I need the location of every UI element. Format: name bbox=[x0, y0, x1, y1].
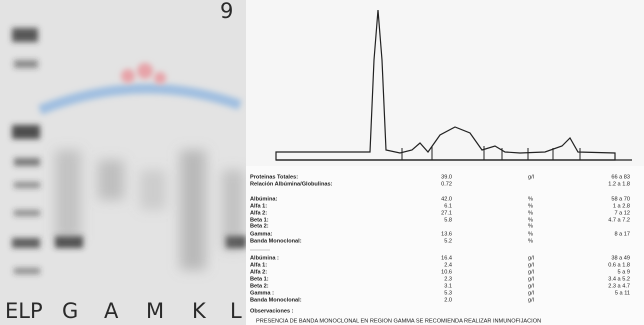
report-cell: 42.0 bbox=[441, 196, 452, 202]
report-label: Albúmina: bbox=[250, 196, 277, 202]
report-label: Beta 2: bbox=[250, 283, 269, 289]
report-cell: % bbox=[528, 238, 533, 244]
lane-label: ELP bbox=[5, 299, 43, 323]
report-cell: g/l bbox=[528, 290, 534, 296]
report-cell: 8 a 17 bbox=[614, 231, 630, 237]
report-label: Alfa 1: bbox=[250, 203, 267, 209]
report-cell: g/l bbox=[528, 255, 534, 261]
report-cell: 6.1 bbox=[444, 203, 452, 209]
report-cell: 27.1 bbox=[441, 210, 452, 216]
report-label: Gamma : bbox=[250, 290, 274, 296]
report-cell: g/l bbox=[528, 276, 534, 282]
report-cell: % bbox=[528, 231, 533, 237]
report-label: Proteinas Totales: bbox=[250, 174, 298, 180]
report-label: Beta 1: bbox=[250, 276, 269, 282]
report-cell: 38 a 49 bbox=[611, 255, 630, 261]
report-cell: 66 a 83 bbox=[611, 174, 630, 180]
densitometry bbox=[246, 0, 644, 166]
report-cell: g/l bbox=[528, 262, 534, 268]
lane-label: A bbox=[104, 299, 119, 323]
report-cell: 39.0 bbox=[441, 174, 452, 180]
lane-label: K bbox=[192, 299, 207, 323]
report-label: Albúmina : bbox=[250, 255, 279, 261]
report-cell: 2.3 bbox=[444, 276, 452, 282]
report-cell: % bbox=[528, 196, 533, 202]
report-cell: 13.6 bbox=[441, 231, 452, 237]
report-cell: g/l bbox=[528, 283, 534, 289]
report-cell: 5.3 bbox=[444, 290, 452, 296]
report-cell: 0.72 bbox=[441, 181, 452, 187]
report-label: Beta 2: bbox=[250, 223, 269, 229]
report-cell: 3.4 a 5.2 bbox=[608, 276, 630, 282]
report-cell: 1 a 2.8 bbox=[613, 203, 630, 209]
report-cell: 2.3 a 4.7 bbox=[608, 283, 630, 289]
report-cell: 58 a 70 bbox=[611, 196, 630, 202]
report-label: Relación Albúmina/Globulinas: bbox=[250, 181, 333, 187]
report-cell: 0.6 a 1.8 bbox=[608, 262, 630, 268]
report-cell: g/l bbox=[528, 269, 534, 275]
report-cell: 5.8 bbox=[444, 217, 452, 223]
report-label: Alfa 1: bbox=[250, 262, 267, 268]
observations-label: Observaciones : bbox=[250, 308, 294, 314]
report-cell: 3.1 bbox=[444, 283, 452, 289]
lane-label: G bbox=[62, 299, 78, 323]
lane-label: M bbox=[146, 299, 164, 323]
report-cell: 5.2 bbox=[444, 238, 452, 244]
report-cell: 5 a 11 bbox=[615, 290, 630, 296]
report-cell: % bbox=[528, 210, 533, 216]
report-cell: 7 a 12 bbox=[614, 210, 630, 216]
observations: PRESENCIA DE BANDA MONOCLONAL EN REGION … bbox=[256, 318, 541, 324]
lane-label: L bbox=[230, 299, 242, 323]
report-label: Alfa 2: bbox=[250, 269, 267, 275]
gel-number: 9 bbox=[220, 0, 233, 23]
report-cell: g/l bbox=[528, 297, 534, 303]
report-cell: 1.2 a 1.8 bbox=[608, 181, 630, 187]
report-cell: % bbox=[528, 223, 533, 229]
report-label: Banda Monoclonal: bbox=[250, 238, 302, 244]
report-cell: 2.0 bbox=[444, 297, 452, 303]
report-cell: 4.7 a 7.2 bbox=[608, 217, 630, 223]
report-cell: 5 a 9 bbox=[618, 269, 630, 275]
report: Proteinas Totales: 39.0 g/l 66 a 83 Relación… bbox=[246, 166, 644, 325]
report-label: Banda Monoclonal: bbox=[250, 297, 302, 303]
report-cell: % bbox=[528, 203, 533, 209]
report-cell: 16.4 bbox=[441, 255, 452, 261]
page: 9 ELP G A M KL Proteinas Totales: 39.0 g/l 66 a… bbox=[0, 0, 644, 325]
report-cell: g/l bbox=[528, 174, 534, 180]
report-label: Gamma: bbox=[250, 231, 273, 237]
report-cell: 10.6 bbox=[441, 269, 452, 275]
report-label: Alfa 2: bbox=[250, 210, 267, 216]
report-cell: 2.4 bbox=[444, 262, 452, 268]
